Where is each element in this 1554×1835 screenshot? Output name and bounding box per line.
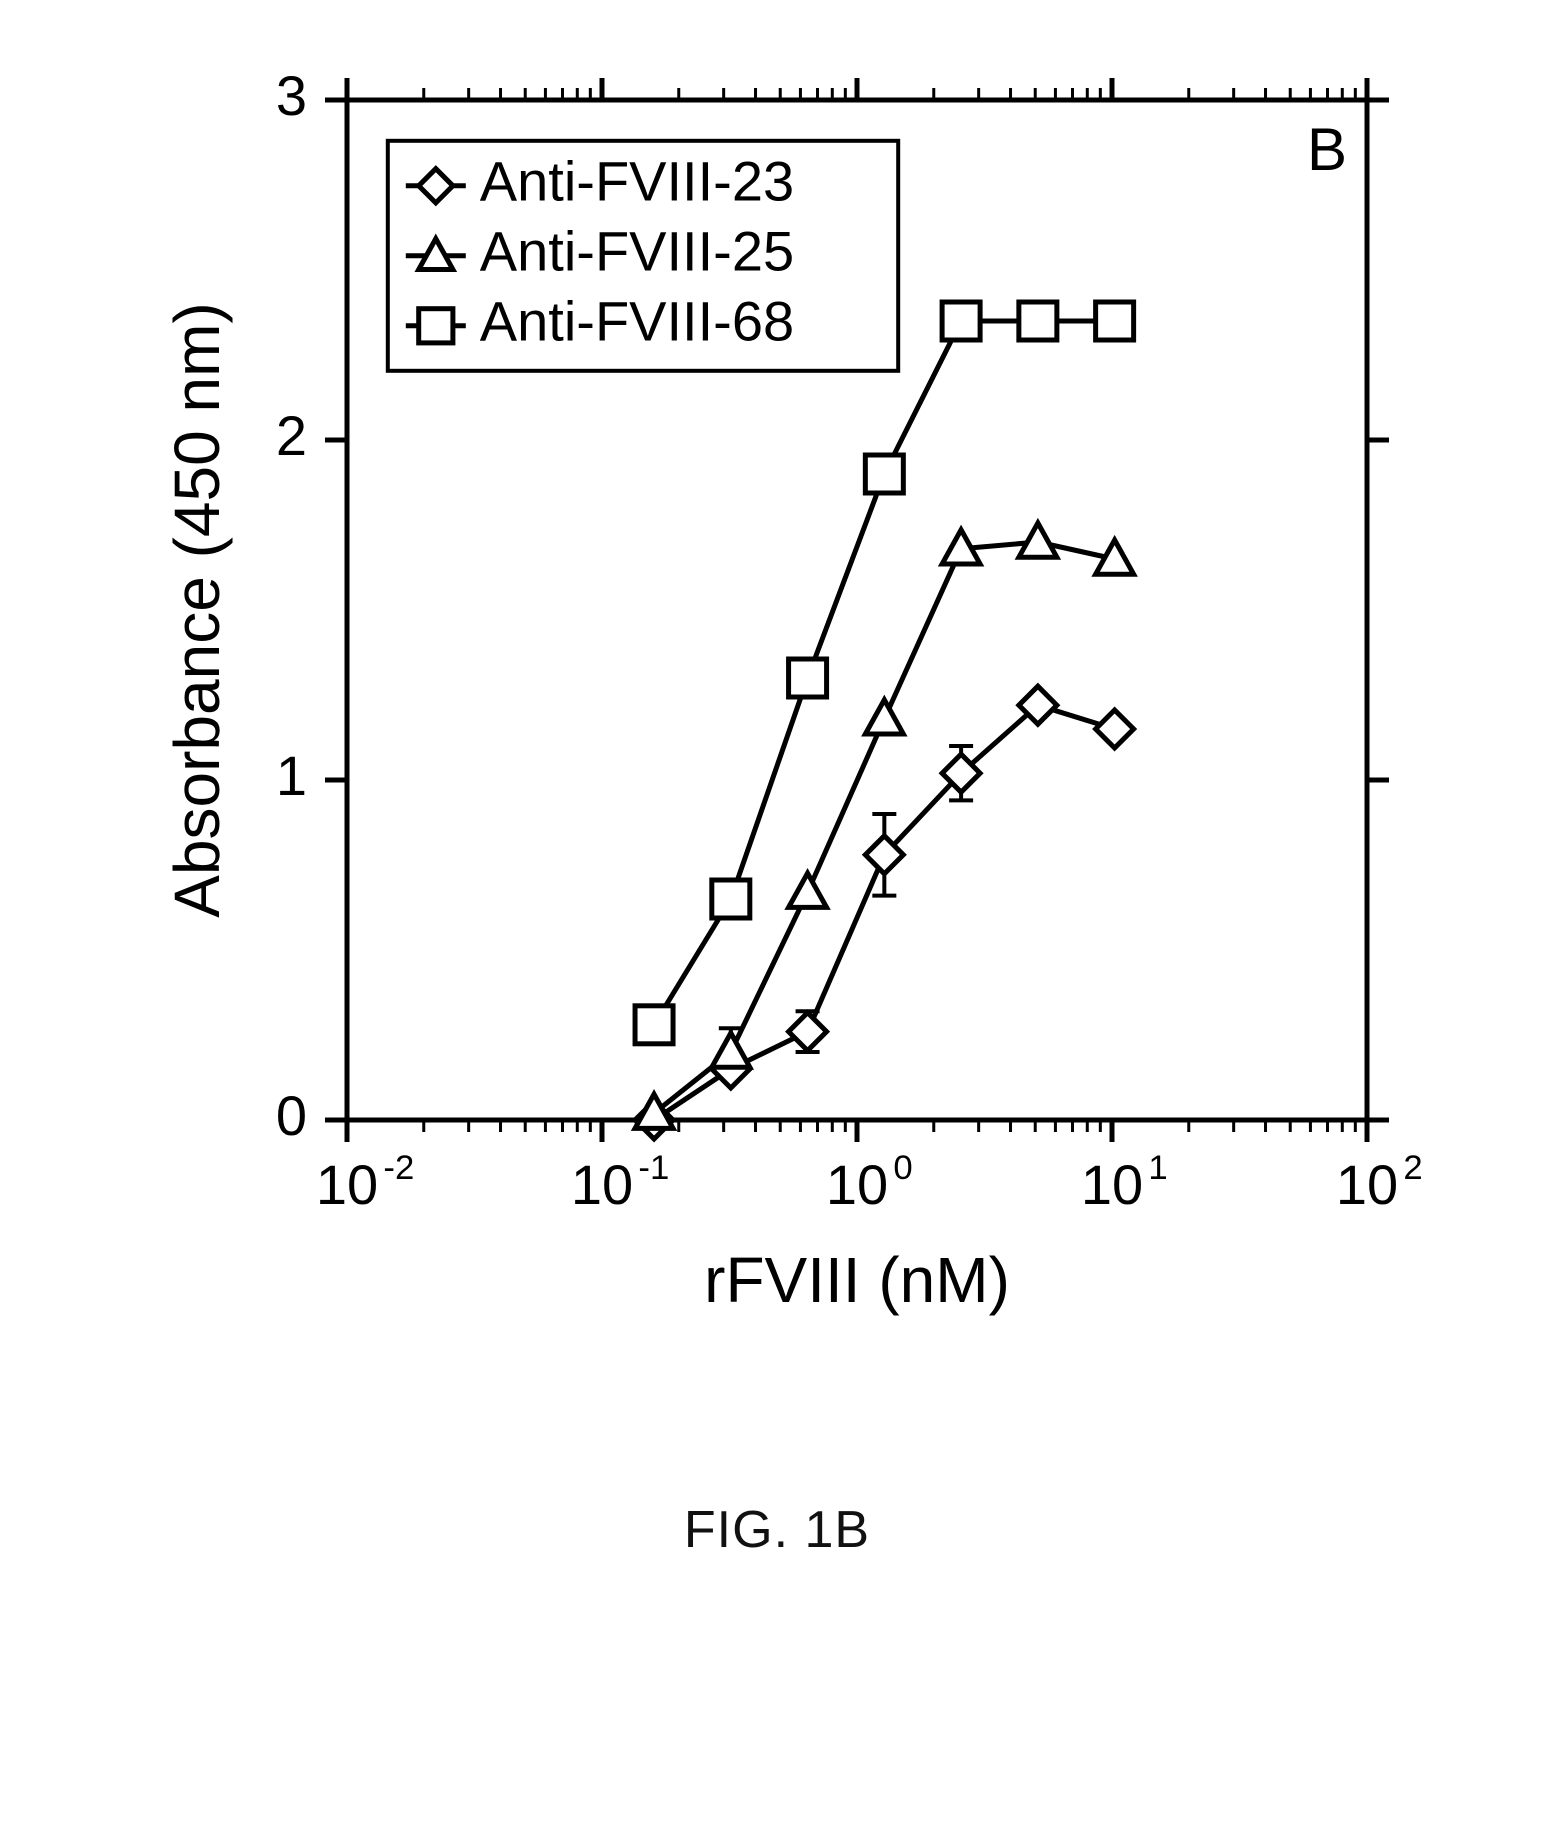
svg-text:10: 10 [571,1153,633,1216]
svg-text:Anti-FVIII-23: Anti-FVIII-23 [480,150,794,213]
svg-text:Anti-FVIII-68: Anti-FVIII-68 [480,290,794,353]
svg-text:10: 10 [1336,1153,1398,1216]
svg-text:10: 10 [316,1153,378,1216]
svg-text:0: 0 [276,1084,307,1147]
svg-text:2: 2 [276,404,307,467]
svg-text:-1: -1 [638,1149,669,1187]
svg-text:Absorbance (450 nm): Absorbance (450 nm) [161,302,233,917]
svg-text:10: 10 [1081,1153,1143,1216]
chart-svg: 012310-210-1100101102rFVIII (nM)Absorban… [127,40,1427,1340]
svg-text:rFVIII (nM): rFVIII (nM) [704,1244,1010,1316]
chart-panel: 012310-210-1100101102rFVIII (nM)Absorban… [127,40,1427,1340]
svg-text:1: 1 [1148,1149,1167,1187]
figure-container: 012310-210-1100101102rFVIII (nM)Absorban… [77,40,1477,1560]
svg-text:10: 10 [826,1153,888,1216]
svg-text:0: 0 [893,1149,912,1187]
svg-text:-2: -2 [383,1149,414,1187]
svg-text:2: 2 [1403,1149,1422,1187]
svg-text:3: 3 [276,64,307,127]
svg-text:1: 1 [276,744,307,807]
svg-text:B: B [1307,116,1347,183]
figure-caption: FIG. 1B [77,1500,1477,1560]
svg-text:Anti-FVIII-25: Anti-FVIII-25 [480,220,794,283]
